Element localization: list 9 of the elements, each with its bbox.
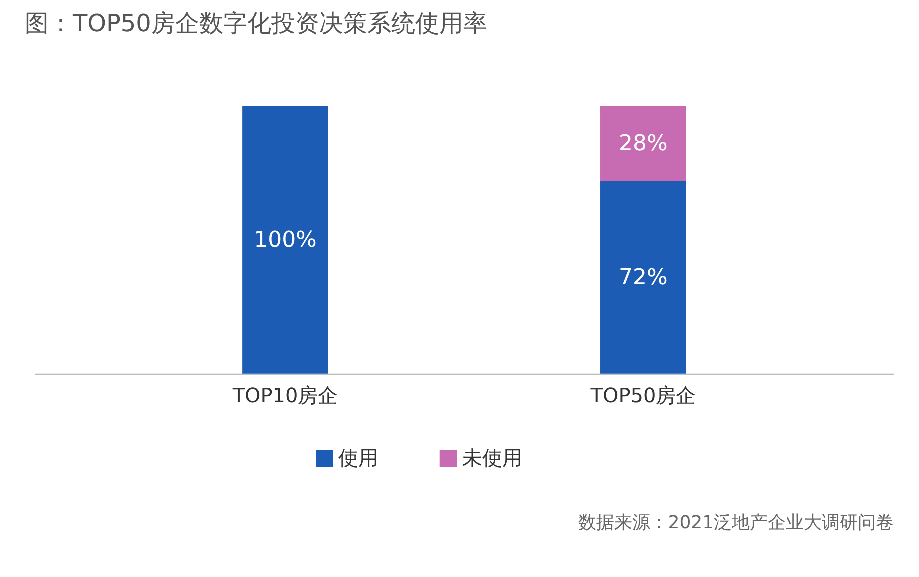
data-label: 72% [619, 266, 668, 291]
chart-title: 图：TOP50房企数字化投资决策系统使用率 [24, 9, 488, 38]
legend-label: 未使用 [462, 446, 522, 470]
x-tick-label: TOP10房企 [232, 383, 338, 408]
data-label: 100% [254, 228, 317, 254]
x-tick-label: TOP50房企 [590, 383, 696, 408]
data-label: 28% [619, 132, 668, 157]
source-note: 数据来源：2021泛地产企业大调研问卷 [578, 512, 894, 534]
legend-label: 使用 [338, 446, 379, 470]
